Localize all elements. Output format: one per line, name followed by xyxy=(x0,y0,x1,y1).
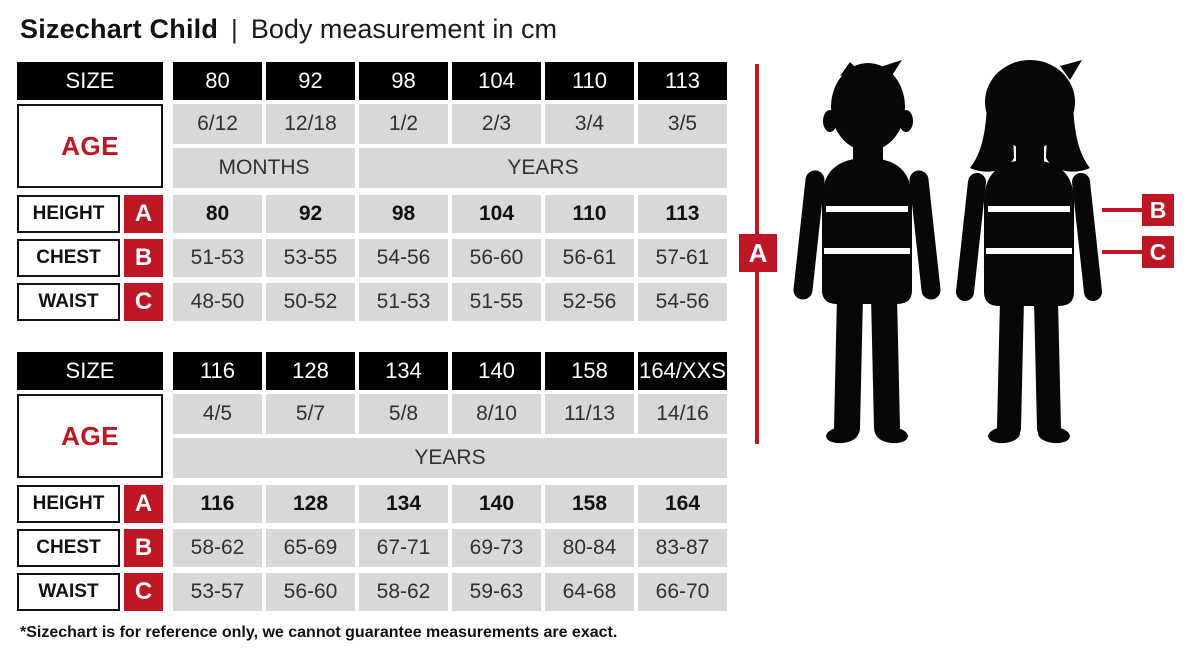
waist-line-girl xyxy=(986,248,1072,254)
page-title: Sizechart Child | Body measurement in cm xyxy=(20,14,557,45)
age-value: 3/5 xyxy=(638,104,727,144)
age-value: 11/13 xyxy=(545,394,634,434)
chest-value: 57-61 xyxy=(638,239,727,277)
age-value: 3/4 xyxy=(545,104,634,144)
height-row-label: HEIGHT xyxy=(17,485,120,523)
waist-value: 64-68 xyxy=(545,573,634,611)
waist-value: 54-56 xyxy=(638,283,727,321)
height-value: 128 xyxy=(266,485,355,523)
height-row-label: HEIGHT xyxy=(17,195,120,233)
height-value: 92 xyxy=(266,195,355,233)
age-value: 8/10 xyxy=(452,394,541,434)
waist-value: 53-57 xyxy=(173,573,262,611)
age-value: 5/8 xyxy=(359,394,448,434)
age-value: 4/5 xyxy=(173,394,262,434)
age-value: 2/3 xyxy=(452,104,541,144)
waist-value: 66-70 xyxy=(638,573,727,611)
chest-value: 54-56 xyxy=(359,239,448,277)
marker-letter-b: B xyxy=(124,529,163,567)
age-value: 14/16 xyxy=(638,394,727,434)
marker-letter-c: C xyxy=(124,283,163,321)
chest-value: 51-53 xyxy=(173,239,262,277)
age-value: 6/12 xyxy=(173,104,262,144)
size-col-header: 128 xyxy=(266,352,355,390)
waist-row-label: WAIST xyxy=(17,283,120,321)
age-row-label: AGE xyxy=(17,394,163,478)
waist-value: 59-63 xyxy=(452,573,541,611)
size-col-header: 92 xyxy=(266,62,355,100)
waist-value: 52-56 xyxy=(545,283,634,321)
height-value: 140 xyxy=(452,485,541,523)
waist-line-boy xyxy=(824,248,910,254)
chest-value: 83-87 xyxy=(638,529,727,567)
age-unit-months: MONTHS xyxy=(173,148,355,188)
waist-pointer-line xyxy=(1102,250,1142,254)
height-value: 158 xyxy=(545,485,634,523)
age-unit-years: YEARS xyxy=(359,148,727,188)
chest-value: 56-61 xyxy=(545,239,634,277)
marker-letter-c: C xyxy=(124,573,163,611)
chest-value: 58-62 xyxy=(173,529,262,567)
size-header-label: SIZE xyxy=(17,352,163,390)
disclaimer-text: *Sizechart is for reference only, we can… xyxy=(20,624,618,641)
waist-value: 48-50 xyxy=(173,283,262,321)
sizechart-table-small: SIZE 80 92 98 104 110 113 AGE 6/12 12/18… xyxy=(17,62,727,321)
age-unit-years: YEARS xyxy=(173,438,727,478)
height-value: 104 xyxy=(452,195,541,233)
waist-row-label: WAIST xyxy=(17,573,120,611)
chest-pointer-line xyxy=(1102,208,1142,212)
waist-value: 51-53 xyxy=(359,283,448,321)
chest-line-boy xyxy=(826,206,908,212)
marker-letter-a: A xyxy=(124,485,163,523)
girl-silhouette xyxy=(956,60,1102,444)
chest-row-label: CHEST xyxy=(17,529,120,567)
title-separator: | xyxy=(231,14,238,44)
size-col-header: 113 xyxy=(638,62,727,100)
chest-value: 67-71 xyxy=(359,529,448,567)
chest-value: 56-60 xyxy=(452,239,541,277)
page-title-subtitle: Body measurement in cm xyxy=(250,14,557,44)
marker-letter-a: A xyxy=(124,195,163,233)
chest-value: 65-69 xyxy=(266,529,355,567)
height-value: 80 xyxy=(173,195,262,233)
height-value: 134 xyxy=(359,485,448,523)
chest-line-girl xyxy=(988,206,1070,212)
chest-value: 80-84 xyxy=(545,529,634,567)
waist-value: 56-60 xyxy=(266,573,355,611)
size-col-header: 158 xyxy=(545,352,634,390)
size-col-header: 140 xyxy=(452,352,541,390)
size-header-label: SIZE xyxy=(17,62,163,100)
age-value: 12/18 xyxy=(266,104,355,144)
waist-value: 51-55 xyxy=(452,283,541,321)
chest-value: 53-55 xyxy=(266,239,355,277)
height-value: 113 xyxy=(638,195,727,233)
size-col-header: 134 xyxy=(359,352,448,390)
size-col-header: 110 xyxy=(545,62,634,100)
height-value: 116 xyxy=(173,485,262,523)
height-value: 164 xyxy=(638,485,727,523)
boy-silhouette xyxy=(793,60,941,444)
size-col-header: 80 xyxy=(173,62,262,100)
height-value: 110 xyxy=(545,195,634,233)
page-title-main: Sizechart Child xyxy=(20,14,219,44)
size-col-header: 104 xyxy=(452,62,541,100)
size-col-header: 164/XXS xyxy=(638,352,727,390)
age-row-label: AGE xyxy=(17,104,163,188)
waist-value: 58-62 xyxy=(359,573,448,611)
size-col-header: 98 xyxy=(359,62,448,100)
marker-a-badge: A xyxy=(739,234,777,272)
height-value: 98 xyxy=(359,195,448,233)
size-col-header: 116 xyxy=(173,352,262,390)
marker-b-badge: B xyxy=(1142,194,1174,226)
age-value: 5/7 xyxy=(266,394,355,434)
age-value: 1/2 xyxy=(359,104,448,144)
waist-value: 50-52 xyxy=(266,283,355,321)
marker-letter-b: B xyxy=(124,239,163,277)
marker-c-badge: C xyxy=(1142,236,1174,268)
chest-row-label: CHEST xyxy=(17,239,120,277)
sizechart-table-large: SIZE 116 128 134 140 158 164/XXS AGE 4/5… xyxy=(17,352,727,611)
chest-value: 69-73 xyxy=(452,529,541,567)
